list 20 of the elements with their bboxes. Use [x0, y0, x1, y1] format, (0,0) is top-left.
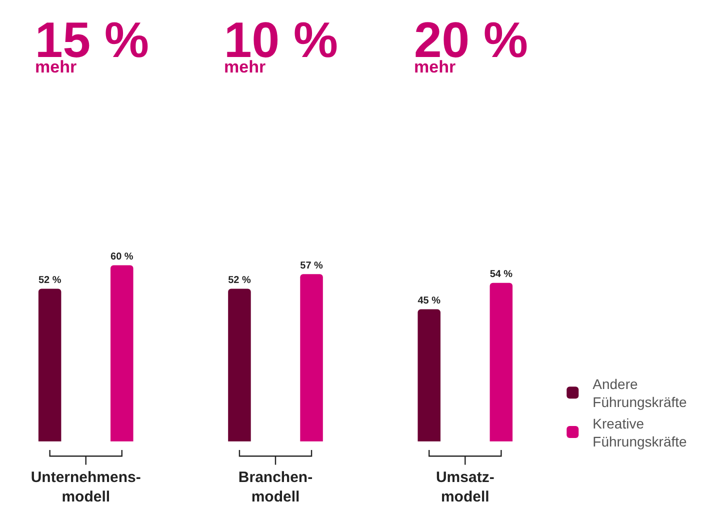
data-label: 54 %	[490, 269, 513, 280]
bar	[110, 265, 134, 442]
bar	[490, 282, 513, 442]
data-label: 60 %	[110, 252, 134, 263]
data-label: 52 %	[228, 275, 251, 286]
bar	[228, 288, 251, 442]
text: 15 % mehr	[35, 12, 149, 77]
x-tick-label: Umsatz- modell	[436, 469, 494, 506]
x-tick-label: Branchen- modell	[238, 469, 313, 506]
data-label: 52 %	[38, 275, 62, 286]
legend-label: Kreative Führungskräfte	[592, 415, 688, 450]
bar	[300, 274, 323, 442]
legend-label: Andere Führungskräfte	[592, 376, 688, 410]
bar	[38, 288, 62, 442]
data-label: 45 %	[418, 296, 441, 307]
text: 20 % mehr	[414, 12, 528, 77]
text: 10 % mehr	[224, 12, 338, 77]
x-tick-label: Unternehmens- modell	[30, 469, 141, 506]
data-label: 57 %	[300, 260, 324, 272]
bar	[418, 309, 440, 442]
